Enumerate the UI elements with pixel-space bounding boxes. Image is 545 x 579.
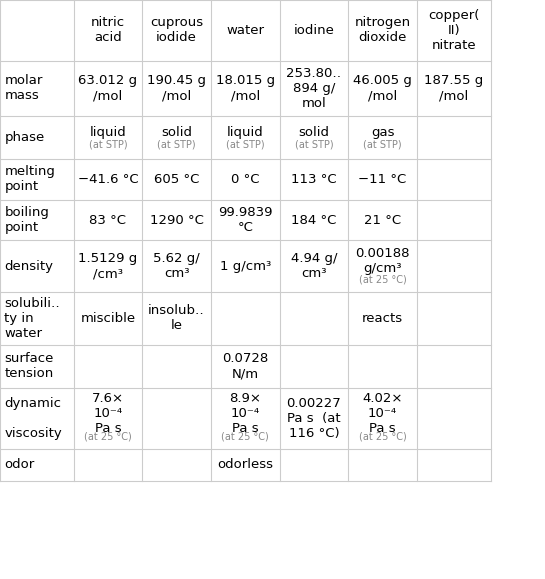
Text: nitrogen
dioxide: nitrogen dioxide (355, 16, 410, 45)
Text: miscible: miscible (80, 312, 136, 325)
Text: 8.9×
10⁻⁴
Pa s: 8.9× 10⁻⁴ Pa s (229, 391, 261, 435)
Text: 83 °C: 83 °C (89, 214, 126, 226)
Text: reacts: reacts (362, 312, 403, 325)
Text: 4.94 g/
cm³: 4.94 g/ cm³ (290, 252, 337, 280)
Text: phase: phase (4, 131, 45, 144)
Text: boiling
point: boiling point (4, 206, 49, 234)
Text: 605 °C: 605 °C (154, 173, 199, 186)
Text: −11 °C: −11 °C (359, 173, 407, 186)
Text: 21 °C: 21 °C (364, 214, 401, 226)
Text: −41.6 °C: −41.6 °C (77, 173, 138, 186)
Text: 46.005 g
/mol: 46.005 g /mol (353, 74, 412, 102)
Text: nitric
acid: nitric acid (91, 16, 125, 45)
Text: 18.015 g
/mol: 18.015 g /mol (216, 74, 275, 102)
Text: 7.6×
10⁻⁴
Pa s: 7.6× 10⁻⁴ Pa s (92, 391, 124, 435)
Text: gas: gas (371, 126, 395, 139)
Text: 99.9839
°C: 99.9839 °C (218, 206, 272, 234)
Text: 0.0728
N/m: 0.0728 N/m (222, 352, 268, 380)
Text: (at STP): (at STP) (295, 140, 333, 149)
Text: 113 °C: 113 °C (291, 173, 337, 186)
Text: liquid: liquid (89, 126, 126, 139)
Text: (at STP): (at STP) (89, 140, 127, 149)
Text: insolub‥
le: insolub‥ le (148, 305, 205, 332)
Text: odor: odor (4, 458, 35, 471)
Text: solid: solid (299, 126, 329, 139)
Text: copper(
II)
nitrate: copper( II) nitrate (428, 9, 480, 52)
Text: 187.55 g
/mol: 187.55 g /mol (424, 74, 483, 102)
Text: 1.5129 g
/cm³: 1.5129 g /cm³ (78, 252, 137, 280)
Text: 1290 °C: 1290 °C (150, 214, 203, 226)
Text: (at STP): (at STP) (226, 140, 264, 149)
Text: (at 25 °C): (at 25 °C) (359, 432, 407, 442)
Text: molar
mass: molar mass (4, 74, 43, 102)
Text: dynamic

viscosity: dynamic viscosity (4, 397, 62, 440)
Text: iodine: iodine (294, 24, 335, 37)
Text: melting
point: melting point (4, 166, 55, 193)
Text: 190.45 g
/mol: 190.45 g /mol (147, 74, 206, 102)
Text: density: density (4, 260, 53, 273)
Text: (at STP): (at STP) (158, 140, 196, 149)
Text: liquid: liquid (227, 126, 264, 139)
Text: 4.02×
10⁻⁴
Pa s: 4.02× 10⁻⁴ Pa s (362, 391, 403, 435)
Text: 0.00227
Pa s  (at
116 °C): 0.00227 Pa s (at 116 °C) (287, 397, 341, 440)
Text: solubili‥
ty in
water: solubili‥ ty in water (4, 297, 60, 340)
Text: cuprous
iodide: cuprous iodide (150, 16, 203, 45)
Text: 5.62 g/
cm³: 5.62 g/ cm³ (153, 252, 200, 280)
Text: 0.00188
g/cm³: 0.00188 g/cm³ (355, 247, 410, 275)
Text: surface
tension: surface tension (4, 352, 54, 380)
Text: 1 g/cm³: 1 g/cm³ (220, 260, 271, 273)
Text: 253.80‥
894 g/
mol: 253.80‥ 894 g/ mol (286, 67, 342, 110)
Text: 184 °C: 184 °C (291, 214, 337, 226)
Text: (at STP): (at STP) (364, 140, 402, 149)
Text: 0 °C: 0 °C (231, 173, 259, 186)
Text: (at 25 °C): (at 25 °C) (359, 274, 407, 284)
Text: (at 25 °C): (at 25 °C) (84, 432, 132, 442)
Text: water: water (226, 24, 264, 37)
Text: 63.012 g
/mol: 63.012 g /mol (78, 74, 137, 102)
Text: solid: solid (161, 126, 192, 139)
Text: odorless: odorless (217, 458, 273, 471)
Text: (at 25 °C): (at 25 °C) (221, 432, 269, 442)
